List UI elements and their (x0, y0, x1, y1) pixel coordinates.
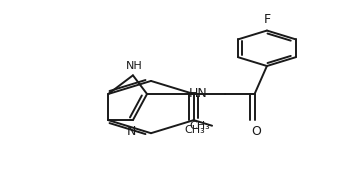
Text: CH₃: CH₃ (189, 121, 210, 131)
Text: CH₃: CH₃ (184, 125, 205, 135)
Text: HN: HN (189, 86, 207, 100)
Text: F: F (263, 13, 270, 26)
Text: NH: NH (126, 61, 143, 71)
Text: N: N (126, 125, 136, 138)
Text: O: O (251, 125, 261, 138)
